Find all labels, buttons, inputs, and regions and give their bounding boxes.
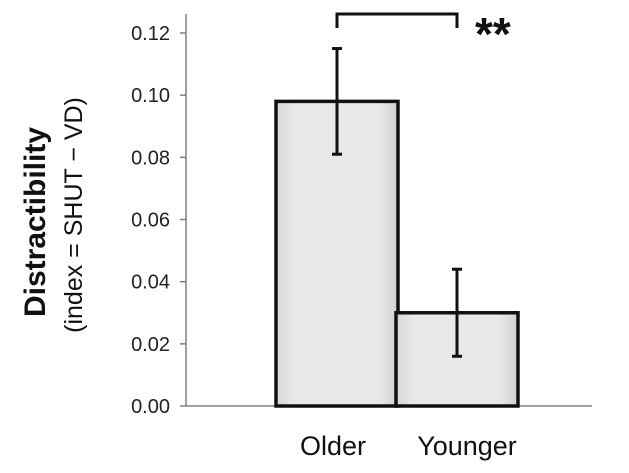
- error-bar-younger: [452, 267, 462, 358]
- y-tick-label: 0.08: [131, 147, 170, 169]
- category-label-older: Older: [300, 431, 366, 461]
- y-axis-sublabel: (index = SHUT − VD): [60, 97, 88, 333]
- error-bars: [332, 47, 462, 358]
- category-label-younger: Younger: [417, 431, 517, 461]
- y-tick-label: 0.02: [131, 334, 170, 356]
- y-tick-label: 0.00: [131, 396, 170, 418]
- y-tick-label: 0.10: [131, 85, 170, 107]
- significance-bracket: [335, 12, 459, 28]
- error-bar-older: [332, 47, 342, 156]
- y-tick-label: 0.12: [131, 23, 170, 45]
- significance-stars: **: [475, 8, 511, 60]
- y-ticks: 0.00 0.02 0.04 0.06 0.08 0.10 0.12: [131, 23, 186, 418]
- category-labels: Older Younger: [300, 431, 517, 461]
- y-tick-label: 0.06: [131, 210, 170, 232]
- y-tick-label: 0.04: [131, 272, 170, 294]
- y-axis-subtitle: (index = SHUT − VD): [60, 97, 88, 333]
- significance-annotation: **: [335, 8, 511, 60]
- y-axis-label: Distractibility: [19, 127, 52, 317]
- y-axis-title: Distractibility: [19, 127, 52, 317]
- bars: [274, 99, 520, 408]
